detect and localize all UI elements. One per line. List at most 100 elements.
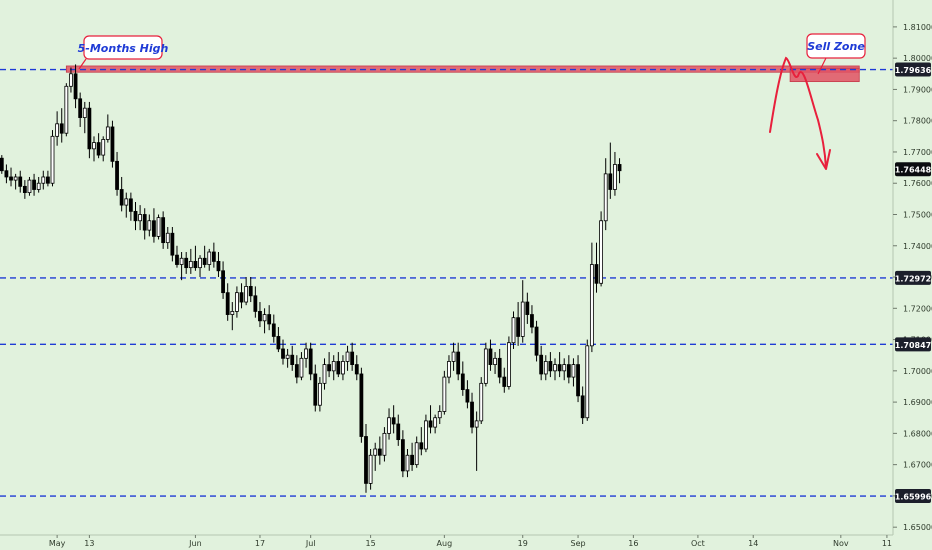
candle[interactable] — [488, 339, 493, 371]
candle[interactable] — [110, 120, 115, 168]
candle[interactable] — [400, 430, 405, 478]
candle[interactable] — [543, 355, 548, 381]
zone-sell-zone-box[interactable] — [789, 67, 860, 83]
candle[interactable] — [516, 302, 521, 346]
candle[interactable] — [0, 155, 4, 174]
time-axis[interactable]: May 13 Jun 17 Jul 15 Aug 19 Sep 16 Oct 14 Nov 11 — [0, 534, 893, 548]
candle[interactable] — [539, 345, 544, 381]
candle[interactable] — [78, 92, 83, 127]
candle[interactable] — [221, 261, 225, 299]
candle[interactable] — [179, 252, 184, 281]
candle[interactable] — [364, 423, 368, 493]
candle[interactable] — [92, 136, 96, 162]
candle[interactable] — [73, 64, 78, 109]
candle[interactable] — [207, 248, 212, 271]
candle[interactable] — [373, 442, 378, 471]
candle[interactable] — [594, 242, 599, 293]
candle[interactable] — [520, 280, 525, 343]
candle[interactable] — [322, 358, 327, 390]
candle[interactable] — [299, 352, 304, 381]
candle[interactable] — [170, 227, 175, 262]
candle[interactable] — [479, 377, 484, 424]
candle[interactable] — [599, 211, 603, 287]
candle[interactable] — [258, 302, 262, 328]
plot-area[interactable]: 5-Months High Sell Zone — [0, 33, 893, 497]
candle[interactable] — [424, 414, 428, 453]
candle[interactable] — [18, 170, 23, 193]
candle[interactable] — [483, 342, 488, 387]
candle[interactable] — [165, 227, 170, 249]
candle[interactable] — [493, 352, 497, 374]
candle[interactable] — [391, 405, 396, 434]
candle[interactable] — [387, 408, 391, 440]
candle[interactable] — [13, 173, 18, 190]
candle[interactable] — [414, 436, 419, 468]
candle[interactable] — [460, 361, 465, 396]
candle[interactable] — [428, 405, 433, 434]
candle[interactable] — [327, 352, 332, 378]
candle[interactable] — [350, 342, 355, 371]
price-axis[interactable]: 1.81000 1.80000 1.79000 1.78000 1.77000 1.760… — [892, 0, 932, 535]
candle[interactable] — [410, 442, 414, 471]
candle[interactable] — [115, 151, 119, 196]
candle[interactable] — [105, 114, 110, 143]
candle[interactable] — [161, 211, 166, 249]
candle[interactable] — [124, 192, 129, 218]
candle[interactable] — [442, 370, 447, 415]
candle[interactable] — [576, 355, 580, 403]
candle[interactable] — [22, 180, 27, 199]
candle[interactable] — [244, 277, 249, 306]
candle[interactable] — [119, 176, 124, 212]
candle[interactable] — [184, 252, 189, 274]
candle[interactable] — [566, 355, 571, 384]
candle[interactable] — [345, 345, 350, 371]
candle[interactable] — [470, 392, 474, 434]
candle[interactable] — [188, 248, 193, 274]
candle[interactable] — [253, 286, 258, 318]
candle[interactable] — [382, 427, 387, 462]
candle[interactable] — [276, 327, 281, 353]
candle[interactable] — [294, 355, 299, 384]
candle[interactable] — [239, 283, 244, 309]
candle[interactable] — [368, 449, 373, 490]
candle[interactable] — [534, 320, 539, 362]
candle[interactable] — [419, 427, 424, 456]
candle[interactable] — [571, 358, 576, 387]
candle[interactable] — [198, 255, 202, 278]
candle[interactable] — [271, 314, 276, 343]
candle[interactable] — [405, 449, 410, 478]
candle[interactable] — [133, 201, 138, 231]
candle[interactable] — [525, 292, 530, 324]
candle[interactable] — [553, 358, 557, 381]
candle[interactable] — [59, 108, 64, 143]
candle[interactable] — [456, 342, 461, 381]
candle[interactable] — [46, 170, 50, 187]
candle[interactable] — [497, 348, 502, 384]
candle[interactable] — [603, 158, 608, 231]
candle[interactable] — [32, 173, 36, 196]
candle[interactable] — [248, 277, 253, 303]
candle[interactable] — [530, 305, 534, 334]
candle[interactable] — [437, 405, 442, 424]
candle[interactable] — [193, 245, 198, 271]
candle[interactable] — [608, 142, 613, 199]
candle[interactable] — [64, 83, 69, 137]
candle[interactable] — [548, 352, 553, 378]
candle[interactable] — [128, 192, 133, 221]
candle[interactable] — [580, 386, 585, 424]
candle[interactable] — [447, 355, 451, 384]
candle[interactable] — [4, 164, 9, 184]
candle[interactable] — [585, 339, 590, 421]
candle[interactable] — [175, 245, 179, 268]
candle[interactable] — [142, 208, 147, 240]
candle[interactable] — [101, 136, 106, 162]
candle[interactable] — [451, 342, 456, 371]
candle[interactable] — [50, 130, 55, 187]
candle[interactable] — [502, 367, 507, 393]
candle[interactable] — [617, 158, 622, 184]
candle[interactable] — [359, 367, 364, 443]
candle[interactable] — [36, 176, 41, 193]
candle[interactable] — [262, 308, 267, 334]
candle[interactable] — [433, 414, 438, 434]
